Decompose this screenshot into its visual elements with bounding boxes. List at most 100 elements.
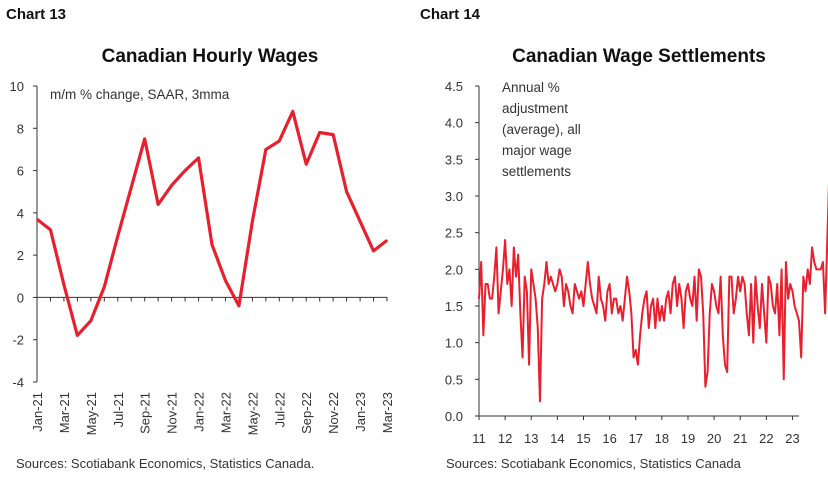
data-point bbox=[752, 342, 754, 344]
chart-13-label: Chart 13 bbox=[6, 6, 67, 23]
data-point bbox=[802, 276, 804, 278]
data-point bbox=[711, 283, 713, 285]
data-point bbox=[359, 220, 361, 223]
data-point bbox=[550, 276, 552, 278]
data-point bbox=[741, 276, 744, 278]
x-tick-label: Nov-22 bbox=[326, 392, 341, 434]
data-point bbox=[680, 298, 683, 300]
data-point bbox=[116, 235, 119, 237]
data-point bbox=[567, 290, 569, 292]
chart-13-title: Canadian Hourly Wages bbox=[101, 46, 319, 67]
y-tick-label: 2 bbox=[17, 248, 24, 263]
x-tick-label: Jul-22 bbox=[272, 392, 287, 427]
data-point bbox=[565, 283, 567, 285]
data-point bbox=[103, 286, 106, 288]
data-point bbox=[730, 276, 733, 278]
x-tick-label: May-22 bbox=[245, 392, 260, 435]
data-point bbox=[345, 190, 348, 193]
data-point bbox=[646, 290, 648, 292]
data-point bbox=[622, 320, 624, 322]
data-point bbox=[511, 305, 513, 307]
data-point bbox=[493, 276, 495, 278]
data-point bbox=[654, 327, 656, 329]
data-point bbox=[639, 334, 641, 336]
data-point bbox=[700, 276, 702, 278]
y-tick-label: 6 bbox=[17, 164, 24, 179]
data-point bbox=[532, 283, 535, 285]
data-point bbox=[291, 110, 294, 113]
x-tick-label: 15 bbox=[576, 431, 590, 446]
data-point bbox=[696, 320, 698, 322]
data-point bbox=[632, 356, 635, 358]
data-point bbox=[787, 298, 789, 300]
data-point bbox=[798, 320, 800, 322]
chart-14-source: Sources: Scotiabank Economics, Statistic… bbox=[446, 456, 741, 471]
data-point bbox=[678, 283, 680, 285]
data-point bbox=[674, 276, 676, 278]
x-tick-label: 17 bbox=[629, 431, 643, 446]
data-point bbox=[791, 290, 794, 292]
data-point bbox=[495, 246, 498, 248]
y-tick-label: 4.0 bbox=[445, 116, 463, 131]
data-point bbox=[556, 283, 558, 285]
data-point bbox=[157, 203, 159, 206]
data-point bbox=[513, 246, 515, 248]
data-point bbox=[785, 261, 787, 263]
data-point bbox=[778, 334, 781, 336]
data-point bbox=[783, 378, 785, 380]
data-point bbox=[593, 305, 595, 307]
x-tick-label: 20 bbox=[707, 431, 721, 446]
data-point bbox=[704, 386, 706, 388]
y-tick-label: 0.0 bbox=[445, 409, 463, 424]
data-point bbox=[595, 312, 598, 314]
data-point bbox=[702, 312, 704, 314]
data-point bbox=[807, 268, 809, 270]
data-point bbox=[611, 312, 613, 314]
data-point bbox=[482, 334, 484, 336]
x-tick-label: Jan-22 bbox=[192, 392, 207, 432]
data-point bbox=[706, 371, 709, 373]
data-point bbox=[735, 298, 737, 300]
data-point bbox=[772, 305, 774, 307]
data-point bbox=[665, 298, 667, 300]
data-point bbox=[604, 320, 606, 322]
data-point bbox=[635, 349, 637, 351]
x-tick-label: 13 bbox=[524, 431, 538, 446]
data-point bbox=[574, 283, 576, 285]
data-point bbox=[713, 290, 715, 292]
data-point bbox=[715, 305, 717, 307]
y-tick-label: 3.5 bbox=[445, 152, 463, 167]
data-point bbox=[36, 218, 38, 220]
data-point bbox=[572, 312, 574, 314]
data-point bbox=[587, 261, 589, 263]
data-point bbox=[602, 305, 604, 307]
data-point bbox=[537, 327, 539, 329]
chart-14-title: Canadian Wage Settlements bbox=[512, 46, 766, 67]
chart-14-panel: Chart 14 Canadian Wage Settlements 0.0 0.… bbox=[414, 0, 828, 482]
data-point bbox=[774, 312, 776, 314]
data-point bbox=[794, 305, 796, 307]
data-point bbox=[504, 239, 506, 241]
data-point bbox=[800, 356, 802, 358]
data-point bbox=[626, 276, 628, 278]
data-point bbox=[332, 133, 334, 136]
data-point bbox=[487, 283, 489, 285]
data-point bbox=[811, 246, 813, 248]
data-point bbox=[491, 298, 493, 300]
data-point bbox=[517, 254, 519, 256]
data-point bbox=[484, 283, 487, 285]
x-tick-label: 16 bbox=[602, 431, 616, 446]
data-point bbox=[528, 364, 530, 366]
data-point bbox=[750, 283, 752, 285]
chart-13-panel: Chart 13 Canadian Hourly Wages -4 -2 0 2 4 6 8… bbox=[6, 6, 395, 471]
x-tick-label: May-21 bbox=[84, 392, 99, 435]
chart-14-annotation: Annual % bbox=[502, 80, 560, 95]
chart-13-plot: -4 -2 0 2 4 6 8 10 Jan-21 Mar-21 May-21 Jul-21 Sep-2… bbox=[10, 79, 395, 435]
data-point bbox=[689, 298, 691, 300]
data-point bbox=[265, 148, 267, 151]
data-point bbox=[789, 283, 791, 285]
data-point bbox=[648, 327, 650, 329]
data-point bbox=[90, 319, 92, 322]
data-point bbox=[541, 298, 543, 300]
data-point bbox=[820, 268, 822, 270]
